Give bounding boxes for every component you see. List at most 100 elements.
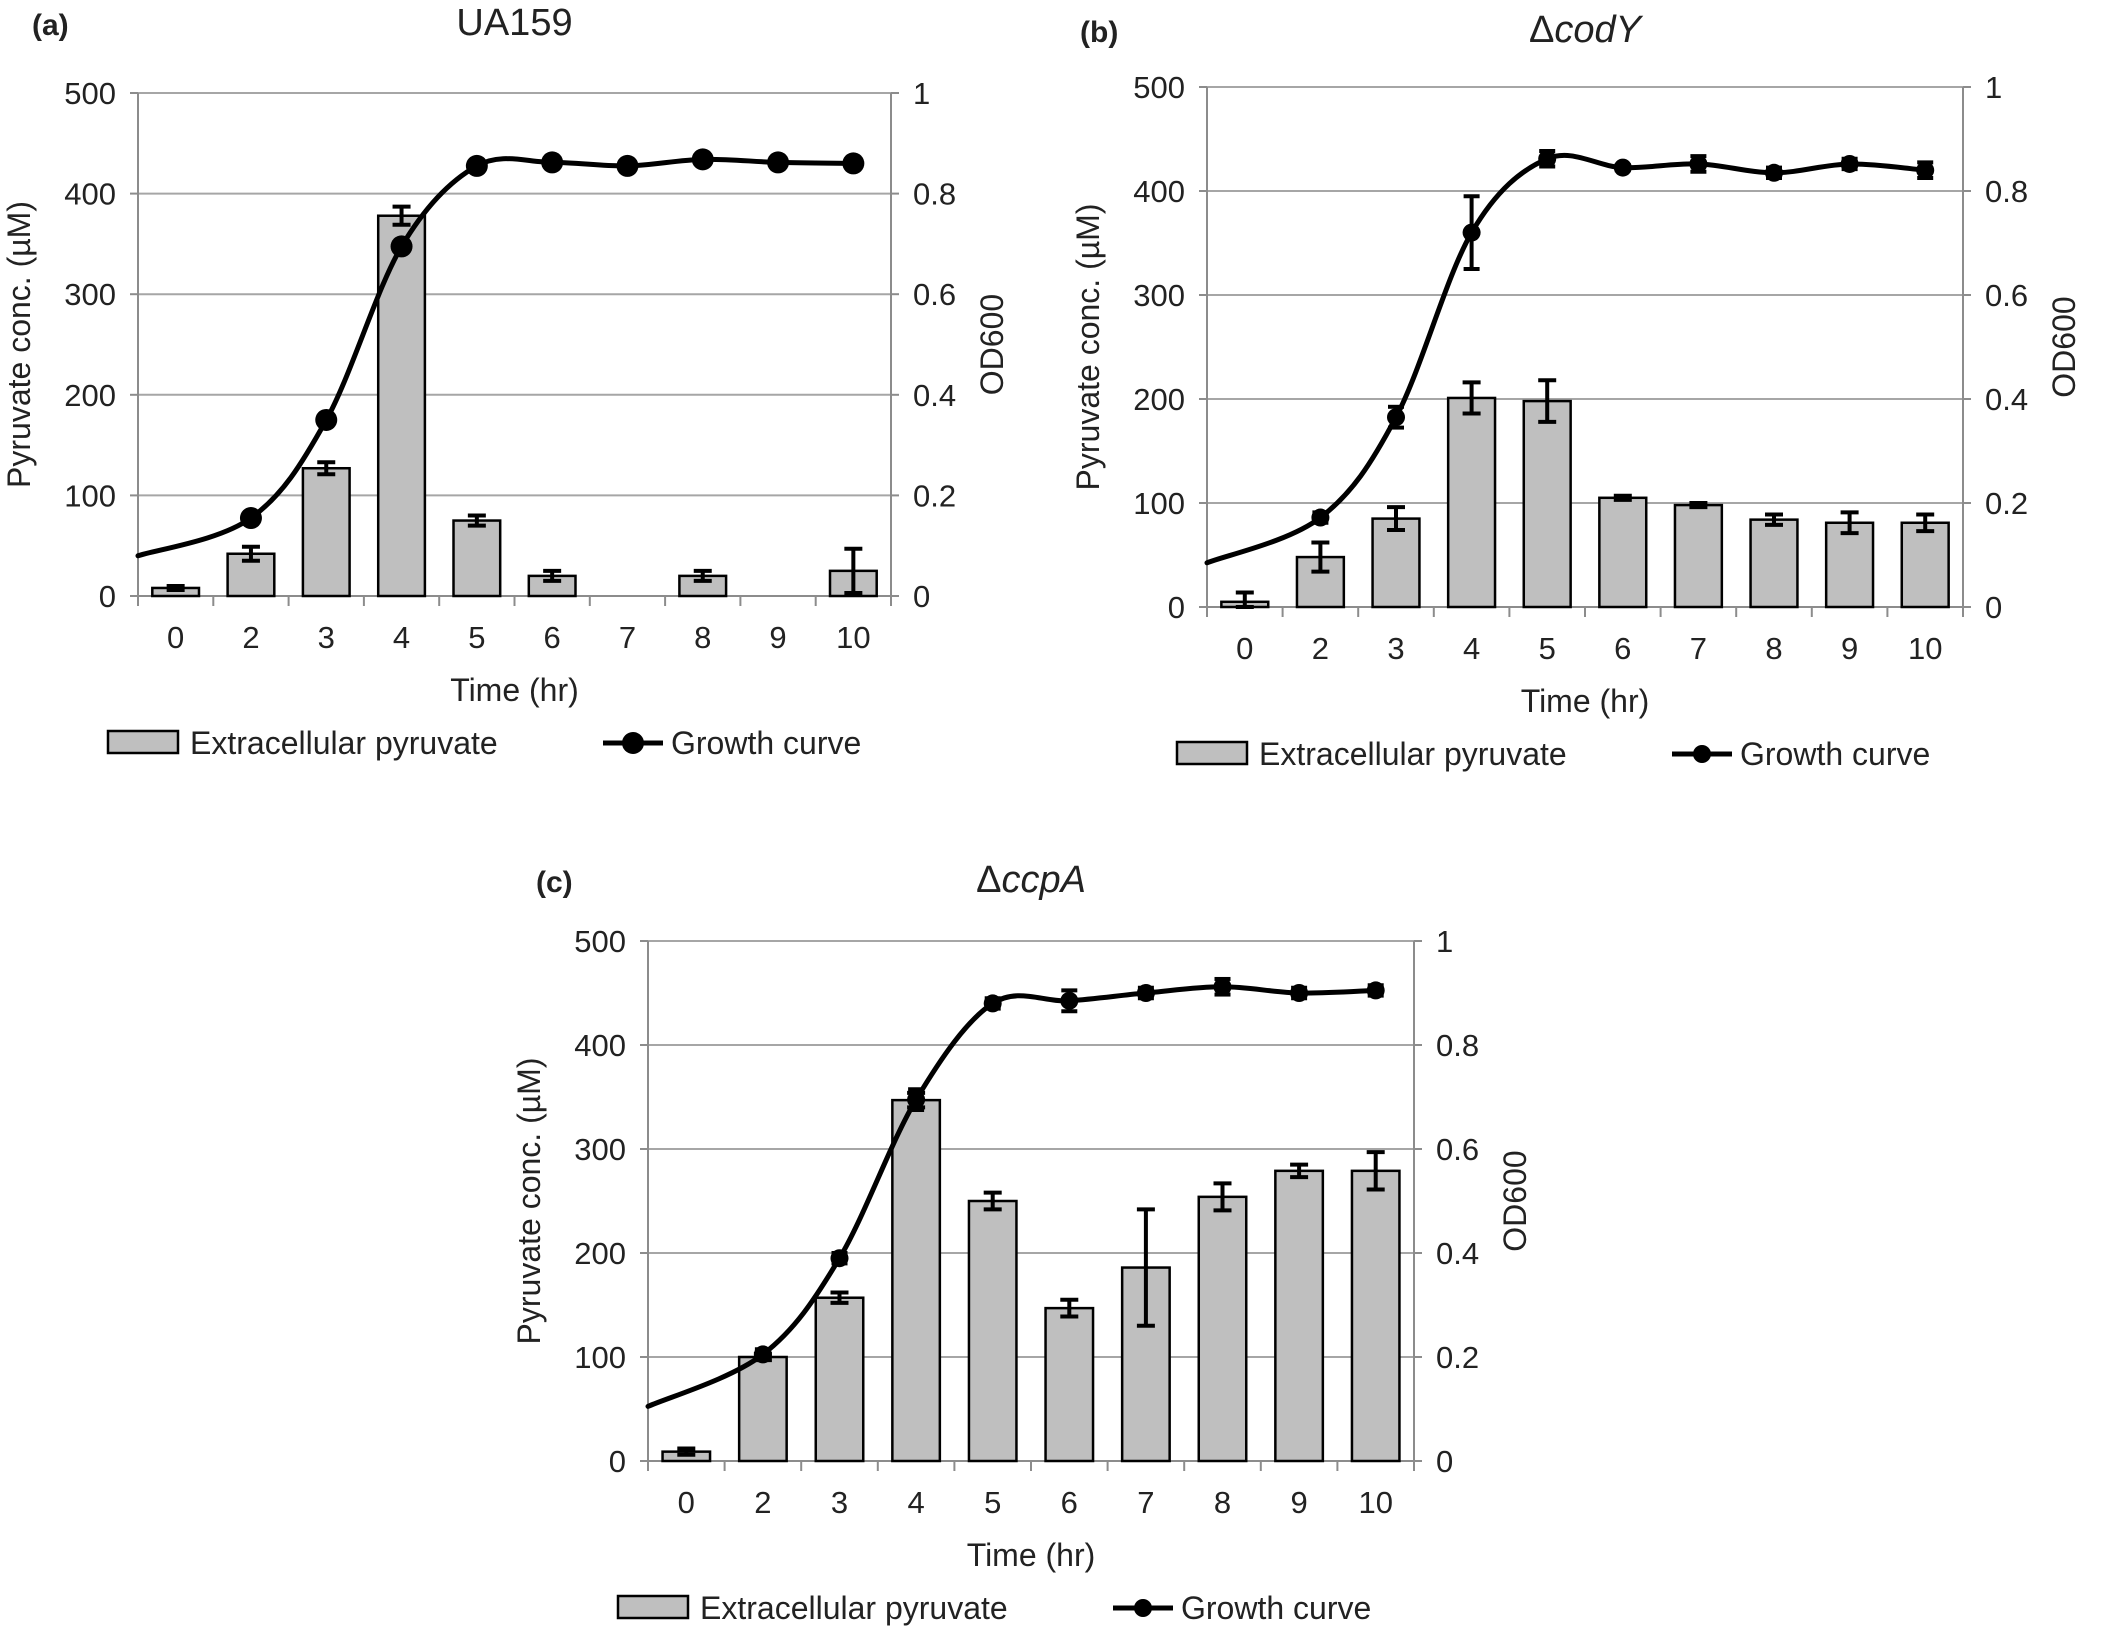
y-tick-label: 200 xyxy=(64,378,116,413)
y2-tick-label: 0.6 xyxy=(913,277,956,312)
x-tick-label: 8 xyxy=(1214,1485,1231,1520)
bar xyxy=(376,214,427,598)
legend-bar-swatch xyxy=(1175,740,1249,766)
chart-title: UA159 xyxy=(456,2,572,44)
y2-tick-label: 1 xyxy=(1436,924,1453,959)
growth-point xyxy=(1213,977,1232,996)
growth-point xyxy=(1765,163,1783,182)
bar xyxy=(1350,1169,1401,1463)
y2-tick-label: 1 xyxy=(1985,70,2002,105)
x-axis-title: Time (hr) xyxy=(450,672,579,708)
growth-point xyxy=(1366,981,1385,1000)
y2-tick-label: 0.4 xyxy=(913,378,956,413)
legend-label-pyruvate: Extracellular pyruvate xyxy=(700,1590,1008,1626)
y-tick-label: 100 xyxy=(1133,486,1185,521)
y2-tick-label: 1 xyxy=(913,76,930,111)
chart-title: ΔccpA xyxy=(976,859,1086,901)
growth-point xyxy=(1538,149,1557,168)
y2-tick-label: 0 xyxy=(1436,1444,1453,1479)
bar xyxy=(1371,517,1421,609)
chart-title: ΔcodY xyxy=(1529,9,1644,51)
legend-marker xyxy=(1134,1599,1152,1617)
bar xyxy=(1044,1306,1095,1463)
panel-letter: (c) xyxy=(536,866,573,899)
legend-bar-swatch xyxy=(616,1594,690,1620)
x-tick-label: 2 xyxy=(754,1485,771,1520)
growth-point xyxy=(465,154,488,177)
legend-label-pyruvate: Extracellular pyruvate xyxy=(1259,736,1567,772)
x-tick-label: 0 xyxy=(167,620,184,655)
growth-point xyxy=(1387,408,1405,427)
y-tick-label: 400 xyxy=(64,177,116,212)
growth-point xyxy=(907,1090,926,1109)
y-tick-label: 0 xyxy=(99,579,116,614)
y-tick-label: 300 xyxy=(574,1132,626,1167)
x-tick-label: 9 xyxy=(1290,1485,1307,1520)
x-tick-label: 9 xyxy=(769,620,786,655)
growth-point xyxy=(541,151,564,174)
legend-label-growth: Growth curve xyxy=(671,725,861,761)
bar xyxy=(1446,396,1497,609)
growth-point xyxy=(1613,158,1632,177)
growth-point xyxy=(830,1249,849,1268)
growth-point xyxy=(1311,508,1330,527)
y2-tick-label: 0.2 xyxy=(1985,486,2028,521)
bar xyxy=(1274,1169,1325,1463)
legend-label-growth: Growth curve xyxy=(1181,1590,1371,1626)
bar xyxy=(967,1199,1018,1463)
growth-point xyxy=(842,152,865,175)
y2-axis-title: OD600 xyxy=(1497,1150,1533,1251)
y2-tick-label: 0.8 xyxy=(1985,174,2028,209)
x-tick-label: 6 xyxy=(1614,631,1631,666)
y-tick-label: 500 xyxy=(64,76,116,111)
chart-title-gene: ccpA xyxy=(1001,859,1085,901)
y2-tick-label: 0.2 xyxy=(913,478,956,513)
y-tick-label: 300 xyxy=(64,277,116,312)
y2-axis-title: OD600 xyxy=(2046,296,2082,397)
x-tick-label: 10 xyxy=(1908,631,1942,666)
legend-label-growth: Growth curve xyxy=(1740,736,1930,772)
bar xyxy=(814,1296,865,1463)
x-tick-label: 5 xyxy=(984,1485,1001,1520)
x-tick-label: 2 xyxy=(1312,631,1329,666)
bar xyxy=(1522,399,1572,609)
bar xyxy=(1673,503,1724,609)
x-tick-label: 6 xyxy=(1061,1485,1078,1520)
legend-label-pyruvate: Extracellular pyruvate xyxy=(190,725,498,761)
x-tick-label: 6 xyxy=(544,620,561,655)
growth-point xyxy=(691,148,714,171)
growth-point xyxy=(239,507,262,530)
growth-point xyxy=(1462,223,1481,242)
bar xyxy=(1824,521,1875,609)
y-axis-title: Pyruvate conc. (µM) xyxy=(1,201,37,488)
y-tick-label: 200 xyxy=(574,1236,626,1271)
x-axis-title: Time (hr) xyxy=(1521,683,1650,719)
y-tick-label: 300 xyxy=(1133,278,1185,313)
growth-point xyxy=(390,235,413,258)
panel-letter: (b) xyxy=(1080,16,1118,49)
y2-tick-label: 0.4 xyxy=(1985,382,2028,417)
x-tick-label: 10 xyxy=(836,620,870,655)
x-tick-label: 5 xyxy=(468,620,485,655)
y-tick-label: 100 xyxy=(64,478,116,513)
x-tick-label: 4 xyxy=(907,1485,924,1520)
x-tick-label: 2 xyxy=(242,620,259,655)
y2-tick-label: 0.2 xyxy=(1436,1340,1479,1375)
growth-point xyxy=(1290,984,1309,1002)
x-tick-label: 3 xyxy=(831,1485,848,1520)
chart-title-gene: codY xyxy=(1554,9,1643,51)
growth-point xyxy=(1689,154,1708,173)
y-tick-label: 0 xyxy=(609,1444,626,1479)
x-tick-label: 8 xyxy=(1765,631,1782,666)
growth-point xyxy=(767,151,790,174)
growth-point xyxy=(1840,154,1859,173)
x-tick-label: 7 xyxy=(1137,1485,1154,1520)
growth-point xyxy=(983,994,1002,1013)
growth-point xyxy=(1136,984,1155,1002)
x-tick-label: 0 xyxy=(1236,631,1253,666)
x-tick-label: 10 xyxy=(1358,1485,1392,1520)
y-tick-label: 500 xyxy=(1133,70,1185,105)
